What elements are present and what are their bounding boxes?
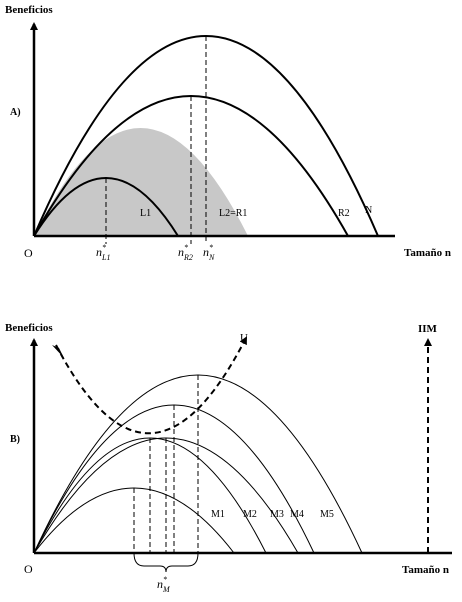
origin-label-a: O (24, 246, 33, 260)
panel-a: Beneficios Tamaño n O A) L1 L2=R1 R2 N n… (5, 4, 451, 262)
label-r2: R2 (338, 208, 350, 219)
label-l2r1: L2=R1 (219, 208, 247, 219)
origin-label-b: O (24, 562, 33, 576)
y-axis-label-b: Beneficios (5, 322, 53, 334)
label-m4: M4 (290, 509, 304, 520)
label-iim: IIM (418, 323, 438, 335)
y-axis-label-a: Beneficios (5, 4, 53, 16)
label-u: U (240, 332, 248, 344)
label-m2: M2 (243, 509, 257, 520)
panel-tag-b: B) (10, 434, 20, 445)
optimum-brace (133, 552, 199, 573)
label-m3: M3 (270, 509, 284, 520)
panel-tag-a: A) (10, 107, 21, 118)
label-m5: M5 (320, 509, 334, 520)
optimum-label-nl1: n* L1 (96, 243, 110, 262)
optimum-label-nm: n* M (157, 575, 171, 594)
shaded-region (34, 128, 248, 236)
label-n: N (365, 205, 372, 216)
label-l1: L1 (140, 208, 151, 219)
optimum-label-nn: n* N (203, 243, 215, 262)
x-axis-label-a: Tamaño n (404, 247, 451, 259)
u-start-arrow-icon (52, 345, 64, 358)
x-axis-label-b: Tamaño n (402, 564, 449, 576)
panel-b: Beneficios Tamaño n O B) U IIM M1 M2 M3 … (5, 322, 452, 594)
curve-u (55, 336, 247, 435)
label-m1: M1 (211, 509, 225, 520)
optimum-label-nr2: n* R2 (178, 243, 193, 262)
